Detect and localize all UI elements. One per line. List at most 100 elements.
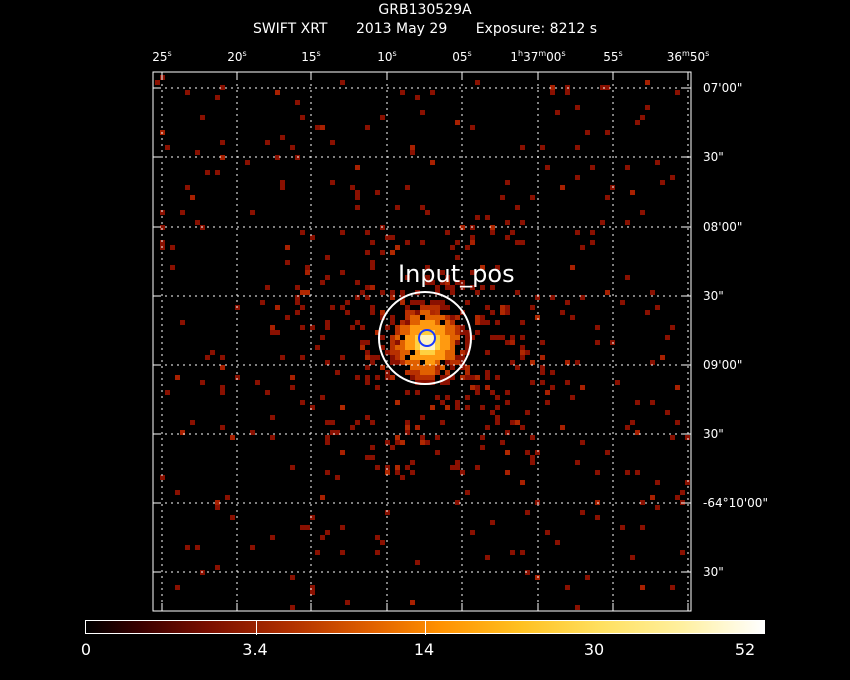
count-pixel — [445, 315, 450, 320]
count-pixel — [160, 210, 165, 215]
target-name: GRB130529A — [378, 2, 472, 18]
count-pixel — [345, 600, 350, 605]
count-pixel — [310, 405, 315, 410]
count-pixel — [660, 355, 665, 360]
count-pixel — [530, 435, 535, 440]
count-pixel — [535, 450, 540, 455]
count-pixel — [370, 305, 375, 310]
count-pixel — [495, 415, 500, 420]
count-pixel — [330, 180, 335, 185]
count-pixel — [495, 320, 500, 325]
count-pixel — [310, 590, 315, 595]
count-pixel — [430, 315, 435, 320]
count-pixel — [465, 330, 470, 335]
count-pixel — [445, 335, 450, 340]
count-pixel — [325, 360, 330, 365]
count-pixel — [260, 300, 265, 305]
count-pixel — [510, 340, 515, 345]
count-pixel — [200, 380, 205, 385]
count-pixel — [395, 325, 400, 330]
count-pixel — [580, 440, 585, 445]
count-pixel — [580, 510, 585, 515]
count-pixel — [485, 370, 490, 375]
count-pixel — [500, 310, 505, 315]
count-pixel — [410, 600, 415, 605]
count-pixel — [455, 335, 460, 340]
count-pixel — [420, 345, 425, 350]
count-pixel — [380, 310, 385, 315]
count-pixel — [360, 340, 365, 345]
dec-label: 30" — [703, 427, 724, 441]
count-pixel — [440, 335, 445, 340]
count-pixel — [290, 375, 295, 380]
count-pixel — [320, 335, 325, 340]
count-pixel — [420, 320, 425, 325]
count-pixel — [455, 240, 460, 245]
count-pixel — [555, 110, 560, 115]
count-pixel — [515, 290, 520, 295]
count-pixel — [385, 510, 390, 515]
count-pixel — [310, 235, 315, 240]
count-pixel — [445, 380, 450, 385]
ra-label: 05s — [452, 49, 472, 64]
count-pixel — [180, 430, 185, 435]
count-pixel — [330, 140, 335, 145]
count-pixel — [400, 345, 405, 350]
count-pixel — [325, 470, 330, 475]
count-pixel — [220, 385, 225, 390]
count-pixel — [300, 355, 305, 360]
count-pixel — [425, 340, 430, 345]
count-pixel — [310, 325, 315, 330]
count-pixel — [385, 375, 390, 380]
count-pixel — [435, 330, 440, 335]
count-pixel — [355, 165, 360, 170]
count-pixel — [535, 295, 540, 300]
count-pixel — [435, 310, 440, 315]
count-pixel — [215, 170, 220, 175]
count-pixel — [660, 180, 665, 185]
count-pixel — [220, 365, 225, 370]
count-pixel — [540, 355, 545, 360]
count-pixel — [425, 335, 430, 340]
count-pixel — [330, 305, 335, 310]
count-pixel — [440, 350, 445, 355]
count-pixel — [450, 360, 455, 365]
count-pixel — [505, 310, 510, 315]
count-pixel — [425, 320, 430, 325]
count-pixel — [550, 385, 555, 390]
count-pixel — [425, 305, 430, 310]
count-pixel — [430, 335, 435, 340]
count-pixel — [655, 160, 660, 165]
count-pixel — [530, 380, 535, 385]
count-pixel — [670, 325, 675, 330]
count-pixel — [520, 480, 525, 485]
count-pixel — [470, 375, 475, 380]
count-pixel — [370, 355, 375, 360]
count-pixel — [395, 400, 400, 405]
count-pixel — [495, 420, 500, 425]
count-pixel — [315, 345, 320, 350]
count-pixel — [600, 85, 605, 90]
count-pixel — [300, 525, 305, 530]
count-pixel — [175, 375, 180, 380]
count-pixel — [425, 315, 430, 320]
count-pixel — [410, 310, 415, 315]
count-pixel — [505, 430, 510, 435]
count-pixel — [270, 435, 275, 440]
count-pixel — [585, 130, 590, 135]
count-pixel — [435, 315, 440, 320]
count-pixel — [675, 420, 680, 425]
count-pixel — [530, 305, 535, 310]
count-pixel — [580, 245, 585, 250]
count-pixel — [545, 165, 550, 170]
count-pixel — [315, 125, 320, 130]
count-pixel — [305, 525, 310, 530]
count-pixel — [590, 230, 595, 235]
count-pixel — [370, 455, 375, 460]
count-pixel — [320, 125, 325, 130]
count-pixel — [525, 570, 530, 575]
count-pixel — [320, 395, 325, 400]
count-pixel — [405, 390, 410, 395]
count-pixel — [540, 340, 545, 345]
count-pixel — [480, 265, 485, 270]
